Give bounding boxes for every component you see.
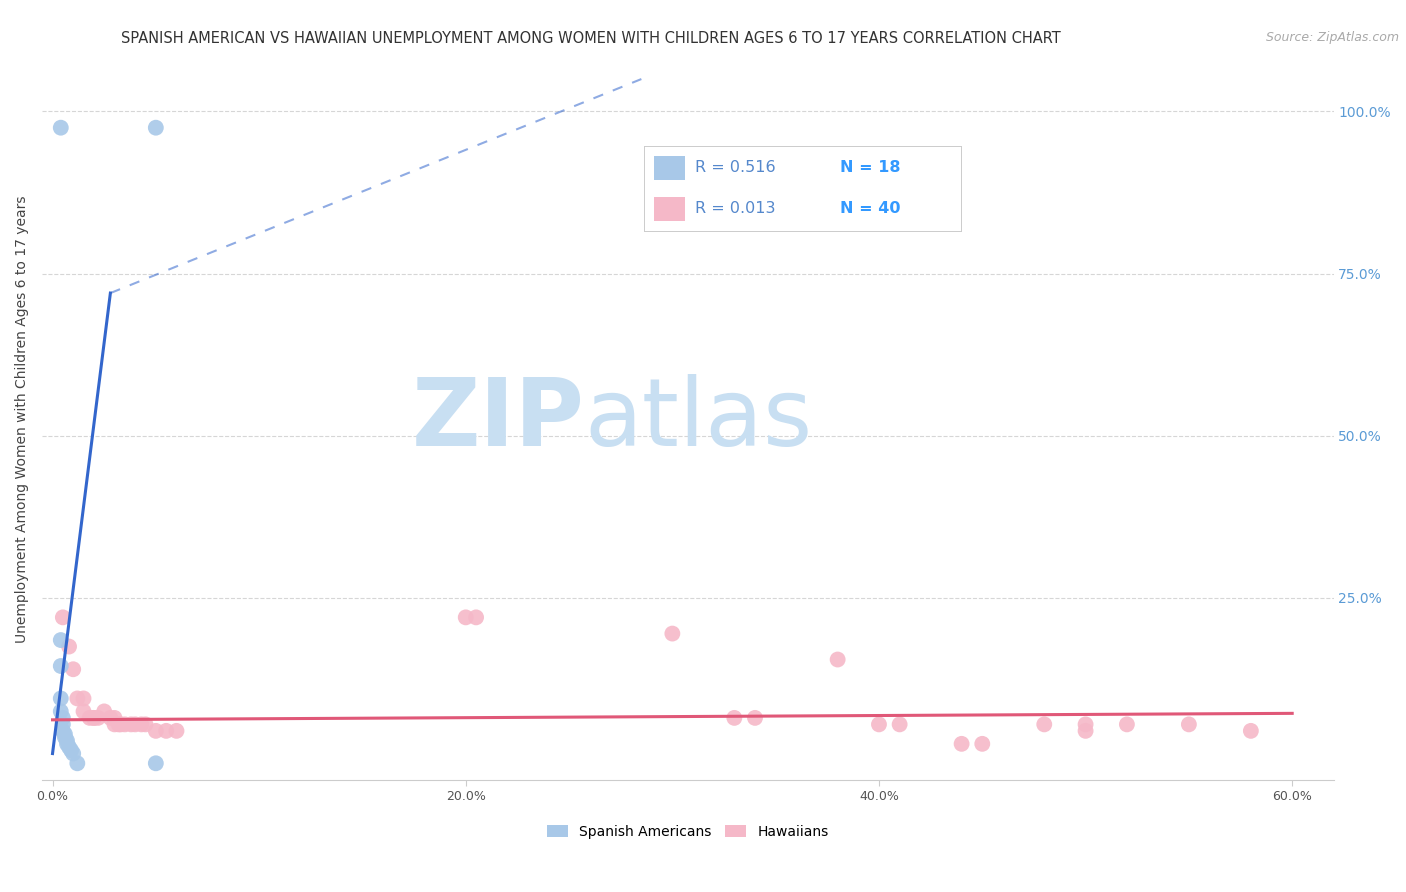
Point [950, 737, 973, 751]
Bar [654, 156, 686, 180]
Point [93, 705, 115, 719]
Point [49, 691, 72, 706]
Point [465, 610, 488, 624]
Point [107, 717, 129, 731]
Text: atlas: atlas [585, 374, 813, 466]
Point [103, 717, 125, 731]
Point [145, 756, 167, 771]
Point [868, 717, 890, 731]
Point [131, 717, 153, 731]
Point [1178, 717, 1201, 731]
Point [454, 610, 477, 624]
Point [1033, 717, 1056, 731]
Point [1115, 717, 1137, 731]
Bar [654, 197, 686, 220]
Point [114, 717, 136, 731]
Point [79, 711, 101, 725]
Point [56, 737, 79, 751]
Text: N = 18: N = 18 [841, 160, 901, 175]
Point [166, 723, 188, 738]
Text: R = 0.013: R = 0.013 [695, 201, 776, 216]
Point [1074, 723, 1097, 738]
Legend: Spanish Americans, Hawaiians: Spanish Americans, Hawaiians [541, 819, 834, 845]
Point [155, 723, 177, 738]
Point [889, 717, 911, 731]
Point [66, 691, 89, 706]
Text: R = 0.516: R = 0.516 [695, 160, 776, 175]
Point [53, 727, 76, 741]
Point [58, 740, 80, 755]
Point [52, 717, 75, 731]
Point [972, 737, 994, 751]
Point [66, 756, 89, 771]
Point [1240, 723, 1263, 738]
Text: N = 40: N = 40 [841, 201, 901, 216]
Point [72, 705, 94, 719]
Point [827, 652, 849, 666]
Point [49, 633, 72, 648]
Point [62, 662, 84, 676]
Point [1074, 717, 1097, 731]
Point [52, 711, 75, 725]
Point [83, 711, 105, 725]
Point [145, 120, 167, 135]
Point [49, 120, 72, 135]
Point [103, 711, 125, 725]
Point [58, 640, 80, 654]
Point [100, 711, 122, 725]
Text: SPANISH AMERICAN VS HAWAIIAN UNEMPLOYMENT AMONG WOMEN WITH CHILDREN AGES 6 TO 17: SPANISH AMERICAN VS HAWAIIAN UNEMPLOYMEN… [121, 31, 1060, 46]
Text: Source: ZipAtlas.com: Source: ZipAtlas.com [1265, 31, 1399, 45]
Point [110, 717, 132, 731]
Point [52, 610, 75, 624]
Point [53, 731, 76, 745]
Point [145, 723, 167, 738]
Point [49, 705, 72, 719]
Point [134, 717, 156, 731]
Point [72, 691, 94, 706]
Point [744, 711, 766, 725]
Point [124, 717, 146, 731]
Text: ZIP: ZIP [412, 374, 585, 466]
Point [56, 733, 79, 747]
Point [87, 711, 110, 725]
Point [49, 659, 72, 673]
Point [723, 711, 745, 725]
Point [120, 717, 142, 731]
Y-axis label: Unemployment Among Women with Children Ages 6 to 17 years: Unemployment Among Women with Children A… [15, 196, 30, 643]
Point [661, 626, 683, 640]
Point [83, 711, 105, 725]
Point [62, 747, 84, 761]
Point [52, 723, 75, 738]
Point [60, 743, 83, 757]
